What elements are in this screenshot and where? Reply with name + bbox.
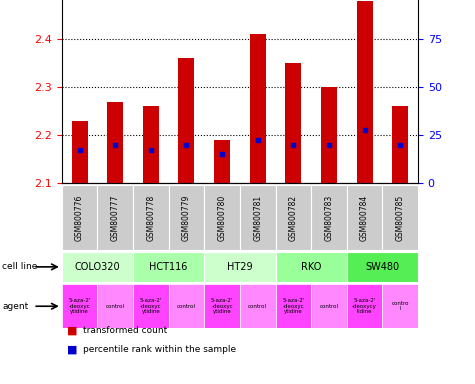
Text: GSM800783: GSM800783	[324, 195, 333, 241]
Bar	[204, 185, 240, 250]
Bar	[240, 185, 276, 250]
Text: ■: ■	[66, 325, 77, 335]
Bar	[285, 63, 301, 183]
Text: GSM800777: GSM800777	[111, 195, 120, 241]
Text: 5-aza-2'
-deoxycy
tidine: 5-aza-2' -deoxycy tidine	[352, 298, 377, 314]
Text: contro
l: contro l	[391, 301, 409, 311]
Bar	[311, 284, 347, 328]
Bar	[72, 121, 87, 183]
Text: GSM800778: GSM800778	[146, 195, 155, 241]
Text: GSM800776: GSM800776	[75, 195, 84, 241]
Text: COLO320: COLO320	[75, 262, 120, 272]
Text: HT29: HT29	[227, 262, 253, 272]
Text: cell line: cell line	[2, 262, 38, 271]
Bar	[347, 185, 382, 250]
Text: RKO: RKO	[301, 262, 321, 272]
Text: control: control	[248, 304, 267, 309]
Bar	[357, 1, 372, 183]
Bar	[133, 252, 204, 282]
Bar	[204, 284, 240, 328]
Bar	[169, 284, 204, 328]
Text: percentile rank within the sample: percentile rank within the sample	[83, 345, 236, 354]
Text: control: control	[177, 304, 196, 309]
Text: agent: agent	[2, 302, 28, 311]
Bar	[133, 185, 169, 250]
Bar	[107, 101, 123, 183]
Bar	[179, 58, 194, 183]
Bar	[276, 284, 311, 328]
Text: GSM800782: GSM800782	[289, 195, 298, 241]
Bar	[204, 252, 276, 282]
Bar	[276, 185, 311, 250]
Text: GSM800781: GSM800781	[253, 195, 262, 241]
Bar	[240, 284, 276, 328]
Text: 5-aza-2'
-deoxyc
ytidine: 5-aza-2' -deoxyc ytidine	[140, 298, 162, 314]
Bar	[392, 106, 408, 183]
Text: SW480: SW480	[365, 262, 399, 272]
Bar	[62, 284, 97, 328]
Bar	[97, 185, 133, 250]
Text: control: control	[105, 304, 124, 309]
Bar	[382, 284, 418, 328]
Bar	[382, 185, 418, 250]
Text: GSM800779: GSM800779	[182, 195, 191, 241]
Bar	[62, 252, 133, 282]
Text: 5-aza-2'
-deoxyc
ytidine: 5-aza-2' -deoxyc ytidine	[211, 298, 233, 314]
Text: ■: ■	[66, 344, 77, 354]
Bar	[321, 87, 337, 183]
Bar	[276, 252, 347, 282]
Bar	[62, 185, 97, 250]
Text: 5-aza-2'
-deoxyc
ytidine: 5-aza-2' -deoxyc ytidine	[282, 298, 304, 314]
Bar	[143, 106, 159, 183]
Text: transformed count: transformed count	[83, 326, 167, 335]
Bar	[214, 140, 230, 183]
Bar	[169, 185, 204, 250]
Bar	[311, 185, 347, 250]
Bar	[133, 284, 169, 328]
Text: GSM800785: GSM800785	[396, 195, 405, 241]
Text: GSM800784: GSM800784	[360, 195, 369, 241]
Bar	[250, 34, 266, 183]
Text: HCT116: HCT116	[150, 262, 188, 272]
Text: GSM800780: GSM800780	[218, 195, 227, 241]
Text: 5-aza-2'
-deoxyc
ytidine: 5-aza-2' -deoxyc ytidine	[68, 298, 91, 314]
Text: control: control	[319, 304, 338, 309]
Bar	[97, 284, 133, 328]
Bar	[347, 284, 382, 328]
Bar	[347, 252, 418, 282]
